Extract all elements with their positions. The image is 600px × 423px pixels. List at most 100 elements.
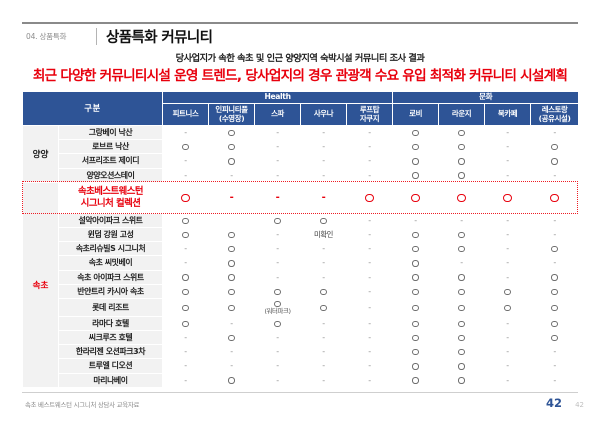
facility-mark-cell: 미확인 — [300, 226, 348, 243]
facility-mark-cell — [162, 315, 210, 331]
facility-mark-cell — [392, 167, 440, 183]
community-facility-table-wrap: 구분 Health 문화 피트니스 인피니티풀 (수영장) 스파 사우나 루프탑 자… — [21, 91, 580, 388]
facility-mark-cell: - — [346, 241, 394, 257]
mark-unavailable-icon: - — [553, 258, 556, 268]
mark-available-icon — [412, 231, 419, 239]
mark-note: (워터파크) — [264, 307, 291, 316]
page-number-ghost: 42 — [575, 401, 584, 409]
facility-mark-cell: - — [484, 167, 532, 183]
facility-mark-cell: - — [484, 372, 532, 388]
facility-mark-cell: - — [438, 212, 486, 228]
header-col-spa: 스파 — [254, 103, 302, 126]
mark-unavailable-icon: - — [184, 361, 187, 371]
table-row: 마리나베이 - - - - - - — [23, 372, 580, 388]
table-row: 윈덤 강원 고성 - 미확인 - - - — [23, 226, 580, 243]
mark-unavailable-icon: - — [553, 128, 556, 138]
facility-mark-cell — [438, 153, 486, 169]
page-number: 42 — [545, 396, 562, 410]
facility-mark-cell: - — [254, 124, 302, 141]
mark-available-icon — [458, 377, 465, 384]
mark-unavailable-icon: - — [506, 128, 509, 138]
mark-available-icon — [551, 144, 558, 151]
mark-unavailable-icon: - — [553, 170, 556, 180]
facility-mark-cell: - — [300, 241, 348, 257]
facility-mark-cell: - — [254, 344, 302, 360]
facility-mark-cell — [392, 283, 440, 299]
facility-mark-cell — [392, 139, 440, 155]
mark-unavailable-icon: - — [506, 375, 509, 385]
header-row: 04. 상품특화 상품특화 커뮤니티 — [22, 26, 213, 46]
mark-unavailable-icon: - — [506, 258, 509, 268]
facility-mark-cell: - — [484, 139, 532, 155]
facility-name-cell: 속초베스트웨스턴 시그니처 컬렉션 — [57, 181, 164, 214]
footer-divider — [22, 392, 578, 393]
facility-mark-cell: - — [254, 241, 302, 257]
mark-unavailable-icon: - — [322, 244, 325, 254]
mark-unavailable-icon: - — [276, 170, 279, 180]
region-label-cell: 양양 — [22, 125, 59, 183]
facility-mark-cell — [208, 226, 256, 243]
mark-unavailable-icon: - — [553, 347, 556, 357]
mark-unavailable-icon: - — [368, 272, 371, 282]
region-label-cell: 속초 — [22, 181, 59, 388]
table-row: 로브르 낙산 - - - - — [23, 139, 580, 155]
facility-mark-cell — [392, 226, 440, 243]
footer-label: 속초 베스트웨스턴 시그니처 상담사 교육자료 — [25, 401, 140, 409]
facility-mark-cell: - — [254, 358, 302, 374]
facility-mark-cell: - — [300, 315, 348, 331]
mark-unavailable-icon: - — [368, 286, 371, 296]
mark-unavailable-icon: - — [184, 128, 187, 138]
facility-mark-cell — [530, 315, 580, 331]
mark-unavailable-icon: - — [414, 215, 417, 225]
facility-mark-cell: - — [484, 315, 532, 331]
mark-unavailable-icon: - — [322, 347, 325, 357]
header-col-rooftop-jacuzzi: 루프탑 자쿠지 — [346, 103, 394, 126]
table-group-header-row: 구분 Health 문화 — [21, 91, 580, 126]
facility-mark-cell — [530, 269, 580, 285]
table-row: 속초리슈빌S 시그니처 - - - - - — [23, 241, 580, 257]
mark-unavailable-icon: - — [321, 191, 326, 203]
facility-mark-cell — [254, 315, 302, 331]
facility-mark-cell: - — [300, 167, 348, 183]
mark-available-icon — [412, 363, 419, 370]
facility-mark-cell — [530, 153, 580, 169]
mark-unavailable-icon: - — [368, 170, 371, 180]
mark-unavailable-icon: - — [275, 191, 280, 203]
mark-available-icon — [458, 349, 465, 356]
facility-name-cell: 한라리젠 오션파크3차 — [57, 344, 164, 360]
mark-available-icon — [274, 320, 281, 328]
mark-unavailable-icon: - — [276, 333, 279, 343]
mark-unavailable-icon: - — [506, 156, 509, 166]
mark-available-icon — [320, 288, 327, 295]
facility-mark-cell: - — [208, 167, 256, 183]
facility-mark-cell — [530, 139, 580, 155]
mark-available-icon — [458, 231, 465, 239]
facility-mark-cell — [208, 241, 256, 257]
header-col-book-cafe: 북카페 — [484, 103, 532, 126]
mark-available-icon — [228, 377, 235, 384]
facility-mark-cell — [208, 269, 256, 285]
facility-mark-cell — [346, 181, 394, 214]
table-row: 속초 씨밋베이 - - - - - - - — [23, 255, 580, 271]
facility-mark-cell: - — [162, 255, 210, 271]
facility-mark-cell: - — [530, 344, 580, 360]
mark-unavailable-icon: - — [276, 230, 279, 240]
facility-mark-cell: - — [254, 269, 302, 285]
mark-unavailable-icon: - — [368, 244, 371, 254]
mark-unavailable-icon: - — [184, 244, 187, 254]
facility-mark-cell — [208, 283, 256, 299]
mark-available-icon — [228, 304, 235, 311]
facility-mark-cell — [484, 283, 532, 299]
mark-available-icon — [228, 260, 235, 267]
mark-available-icon — [458, 172, 465, 179]
facility-mark-cell: - — [162, 167, 210, 183]
header-group-health: Health — [162, 91, 394, 104]
facility-name-cell: 속초 아이파크 스위트 — [57, 269, 164, 285]
mark-available-icon — [182, 231, 189, 239]
facility-mark-cell: - — [300, 329, 348, 346]
facility-mark-cell — [208, 329, 256, 346]
facility-mark-cell — [392, 297, 440, 317]
facility-mark-cell: - — [438, 255, 486, 271]
facility-mark-cell — [438, 124, 486, 141]
table-row: 롯데 리조트 (워터파크) - — [23, 297, 580, 317]
